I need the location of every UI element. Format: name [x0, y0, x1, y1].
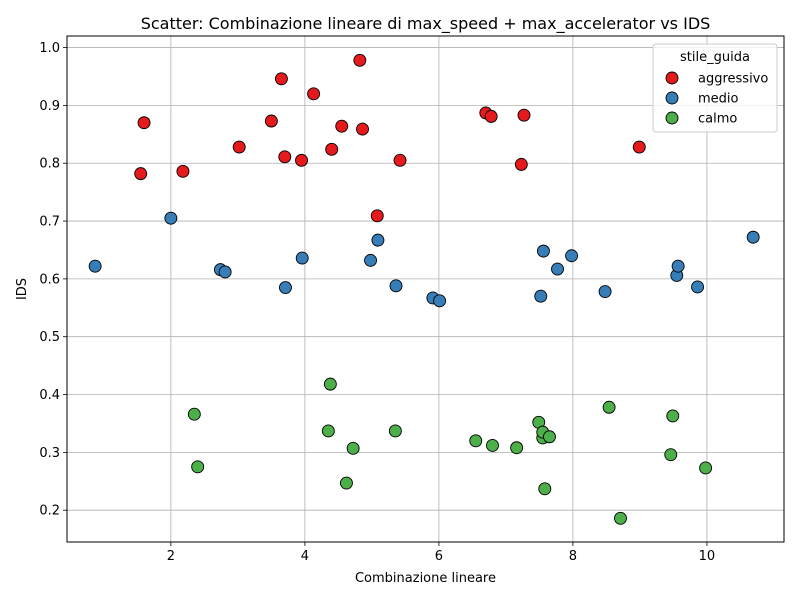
x-tick-label: 8	[569, 549, 577, 564]
legend-label-calmo: calmo	[698, 112, 737, 127]
x-tick-label: 6	[435, 549, 443, 564]
chart-title: Scatter: Combinazione lineare di max_spe…	[141, 14, 711, 34]
plot-area-frame	[66, 35, 785, 543]
data-point-calmo	[321, 424, 335, 438]
y-tick-label: 0.5	[39, 330, 60, 345]
data-point-calmo	[664, 448, 678, 462]
data-point-medio	[389, 279, 403, 293]
data-point-aggressivo	[307, 87, 321, 101]
legend-marker-medio	[665, 91, 679, 105]
data-point-medio	[433, 294, 447, 308]
data-point-aggressivo	[176, 164, 190, 178]
y-tick-label: 0.9	[39, 99, 60, 114]
data-point-aggressivo	[370, 209, 384, 223]
data-point-medio	[746, 230, 760, 244]
axis-ticks: 2 4 6 8 10 0.2 0.3 0.4 0.5 0.6 0.7 0.8 0.9 1.0	[39, 41, 715, 564]
legend-title: stile_guida	[680, 50, 750, 65]
data-point-aggressivo	[134, 167, 148, 181]
grid-lines	[67, 36, 784, 542]
x-tick-label: 2	[167, 549, 175, 564]
series-medio	[88, 211, 760, 308]
data-point-aggressivo	[335, 119, 349, 133]
data-point-aggressivo	[353, 53, 367, 67]
y-tick-label: 0.8	[39, 157, 60, 172]
data-point-medio	[371, 233, 385, 247]
x-tick-label: 4	[301, 549, 309, 564]
legend-marker-aggressivo	[665, 71, 679, 85]
data-point-medio	[88, 259, 102, 273]
data-points	[88, 53, 760, 525]
data-point-calmo	[469, 434, 483, 448]
data-point-medio	[536, 244, 550, 258]
x-tick-label: 10	[699, 549, 716, 564]
legend: stile_guida aggressivo medio calmo	[652, 43, 778, 133]
data-point-medio	[565, 249, 579, 263]
data-point-medio	[279, 281, 292, 295]
data-point-aggressivo	[356, 122, 369, 136]
data-point-aggressivo	[393, 153, 407, 167]
data-point-aggressivo	[232, 140, 246, 154]
data-point-aggressivo	[325, 142, 339, 156]
data-point-calmo	[323, 377, 337, 391]
data-point-aggressivo	[295, 153, 308, 167]
x-axis-label: Combinazione lineare	[355, 571, 496, 586]
data-point-calmo	[191, 460, 205, 474]
data-point-calmo	[187, 407, 201, 421]
data-point-medio	[164, 211, 178, 225]
data-point-aggressivo	[517, 108, 531, 122]
data-point-medio	[551, 262, 564, 276]
data-point-aggressivo	[278, 150, 292, 164]
data-point-medio	[218, 265, 232, 279]
data-point-calmo	[486, 438, 499, 452]
y-tick-label: 0.7	[39, 215, 60, 230]
legend-marker-calmo	[665, 111, 679, 125]
data-point-calmo	[543, 430, 556, 444]
data-point-calmo	[510, 441, 524, 455]
data-point-calmo	[602, 400, 616, 414]
data-point-aggressivo	[264, 114, 278, 128]
data-point-aggressivo	[137, 116, 151, 130]
y-tick-label: 1.0	[39, 41, 60, 56]
data-point-medio	[691, 280, 705, 294]
series-aggressivo	[134, 53, 646, 223]
data-point-aggressivo	[484, 109, 498, 123]
data-point-medio	[364, 253, 378, 267]
legend-label-aggressivo: aggressivo	[698, 72, 768, 87]
series-calmo	[187, 377, 713, 525]
data-point-medio	[295, 251, 309, 265]
data-point-calmo	[538, 482, 552, 496]
y-tick-label: 0.3	[39, 446, 60, 461]
data-point-medio	[598, 285, 612, 299]
y-tick-label: 0.4	[39, 388, 60, 403]
legend-label-medio: medio	[698, 92, 739, 107]
data-point-calmo	[699, 461, 713, 475]
data-point-aggressivo	[632, 140, 646, 154]
y-axis-label: IDS	[15, 278, 30, 300]
data-point-calmo	[614, 511, 627, 525]
data-point-medio	[671, 259, 685, 273]
legend-box	[652, 43, 778, 133]
data-point-calmo	[346, 441, 360, 455]
data-point-aggressivo	[274, 72, 288, 86]
data-point-aggressivo	[514, 157, 528, 171]
data-point-medio	[534, 289, 548, 303]
y-tick-label: 0.2	[39, 504, 60, 519]
data-point-calmo	[666, 409, 680, 423]
y-tick-label: 0.6	[39, 272, 60, 287]
data-point-calmo	[339, 476, 353, 490]
data-point-calmo	[388, 424, 402, 438]
